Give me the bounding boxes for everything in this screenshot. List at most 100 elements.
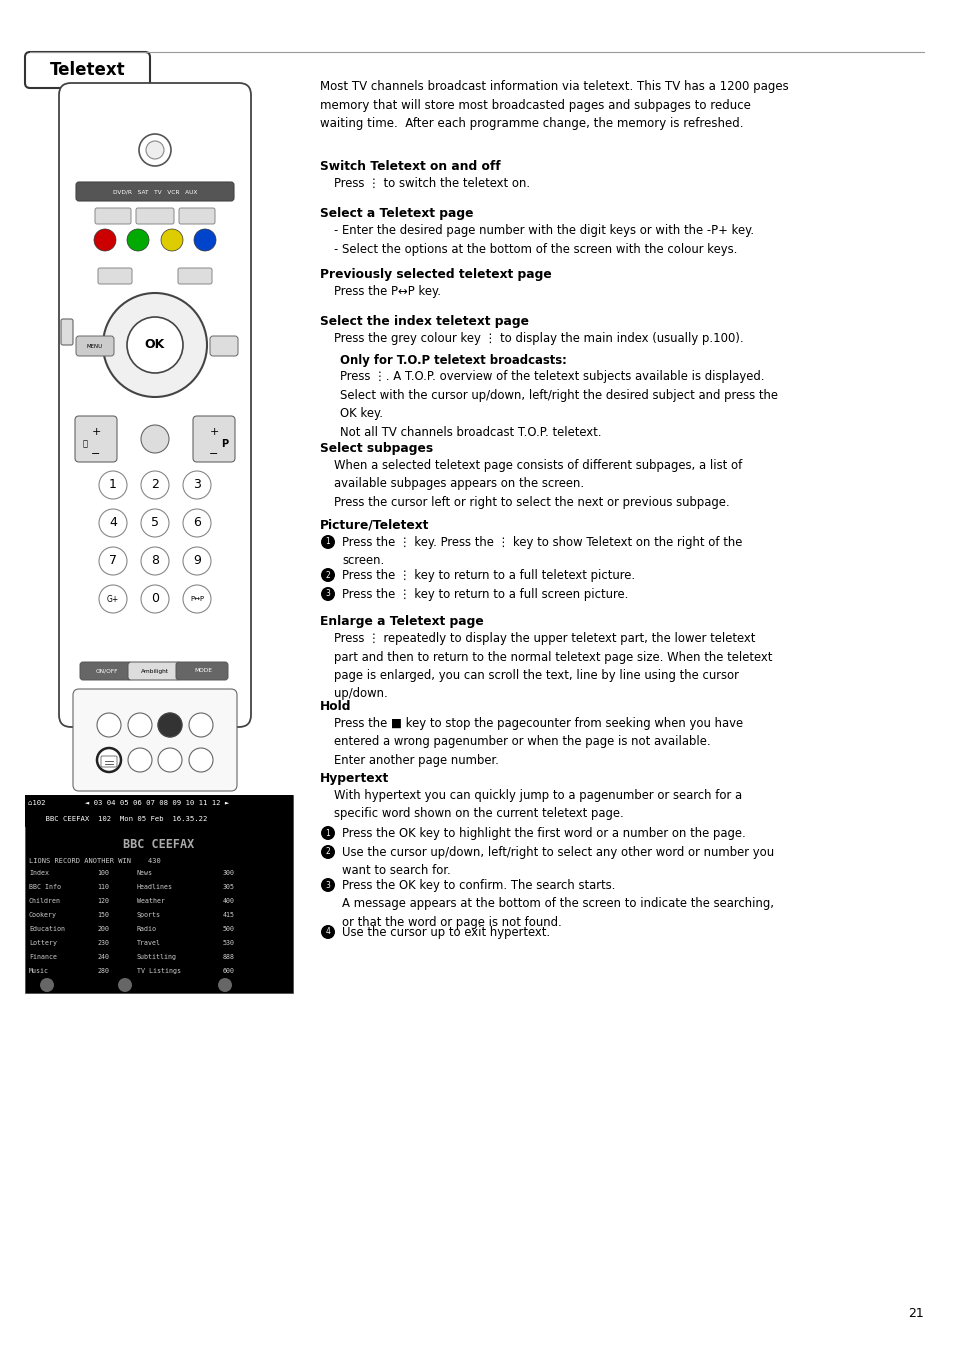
Text: Teletext: Teletext <box>51 61 126 78</box>
Circle shape <box>320 844 335 859</box>
FancyBboxPatch shape <box>179 208 214 224</box>
Text: +: + <box>209 427 218 436</box>
FancyBboxPatch shape <box>128 662 180 680</box>
Circle shape <box>97 713 121 738</box>
Text: 305: 305 <box>223 884 234 890</box>
Circle shape <box>189 713 213 738</box>
Text: Press the ■ key to stop the pagecounter from seeking when you have
entered a wro: Press the ■ key to stop the pagecounter … <box>334 717 742 767</box>
Text: OK: OK <box>145 339 165 351</box>
Text: MENU: MENU <box>87 343 103 349</box>
Text: 110: 110 <box>97 884 109 890</box>
Text: DVD/R   SAT   TV   VCR   AUX: DVD/R SAT TV VCR AUX <box>112 189 197 195</box>
FancyBboxPatch shape <box>76 182 233 201</box>
Bar <box>25 794 293 993</box>
Text: Press the grey colour key ⋮ to display the main index (usually p.100).: Press the grey colour key ⋮ to display t… <box>334 332 742 345</box>
Circle shape <box>141 509 169 536</box>
Text: G+: G+ <box>107 594 119 604</box>
Text: MODE: MODE <box>193 669 212 674</box>
Text: - Enter the desired page number with the digit keys or with the -P+ key.
- Selec: - Enter the desired page number with the… <box>334 224 753 255</box>
Text: Ambilight: Ambilight <box>141 669 169 674</box>
Text: 21: 21 <box>907 1306 923 1320</box>
Text: Hypertext: Hypertext <box>319 771 389 785</box>
Text: Subtitling: Subtitling <box>137 954 177 961</box>
Circle shape <box>103 293 207 397</box>
Bar <box>25 794 293 811</box>
Text: 1: 1 <box>325 538 330 547</box>
FancyBboxPatch shape <box>76 336 113 357</box>
Text: Previously selected teletext page: Previously selected teletext page <box>319 267 551 281</box>
Text: 0: 0 <box>151 593 159 605</box>
Text: 8: 8 <box>151 554 159 567</box>
Text: Finance: Finance <box>29 954 57 961</box>
Text: ⌂102         ◄ 03 04 05 06 07 08 09 10 11 12 ►: ⌂102 ◄ 03 04 05 06 07 08 09 10 11 12 ► <box>28 800 229 807</box>
Text: Press the ⋮ key to return to a full screen picture.: Press the ⋮ key to return to a full scre… <box>341 588 628 601</box>
Circle shape <box>183 585 211 613</box>
Text: Radio: Radio <box>137 925 157 932</box>
Text: 500: 500 <box>223 925 234 932</box>
Text: 3: 3 <box>325 589 330 598</box>
Text: 280: 280 <box>97 969 109 974</box>
Circle shape <box>139 134 171 166</box>
Circle shape <box>320 825 335 840</box>
Circle shape <box>141 426 169 453</box>
Text: 400: 400 <box>223 898 234 904</box>
FancyBboxPatch shape <box>178 267 212 284</box>
FancyBboxPatch shape <box>95 208 131 224</box>
FancyBboxPatch shape <box>61 319 73 345</box>
Circle shape <box>127 317 183 373</box>
FancyBboxPatch shape <box>101 757 117 767</box>
Text: BBC Info: BBC Info <box>29 884 61 890</box>
Text: Music: Music <box>29 969 49 974</box>
Circle shape <box>320 535 335 549</box>
Circle shape <box>141 547 169 576</box>
Text: 100: 100 <box>97 870 109 875</box>
Text: 300: 300 <box>223 870 234 875</box>
Text: Weather: Weather <box>137 898 165 904</box>
Text: Press the P↔P key.: Press the P↔P key. <box>334 285 440 299</box>
Text: 9: 9 <box>193 554 201 567</box>
Text: Press ⋮ to switch the teletext on.: Press ⋮ to switch the teletext on. <box>334 177 530 190</box>
Circle shape <box>99 547 127 576</box>
Text: LIONS RECORD ANOTHER WIN    430: LIONS RECORD ANOTHER WIN 430 <box>29 858 161 865</box>
Circle shape <box>141 471 169 499</box>
Text: 3: 3 <box>325 881 330 889</box>
Text: +: + <box>91 427 101 436</box>
Text: Press the ⋮ key. Press the ⋮ key to show Teletext on the right of the
screen.: Press the ⋮ key. Press the ⋮ key to show… <box>341 536 741 567</box>
Bar <box>25 811 293 827</box>
Text: 888: 888 <box>223 954 234 961</box>
Text: Lottery: Lottery <box>29 940 57 946</box>
Text: 200: 200 <box>97 925 109 932</box>
Text: 4: 4 <box>109 516 117 530</box>
Text: 600: 600 <box>223 969 234 974</box>
Text: 2: 2 <box>325 570 330 580</box>
FancyBboxPatch shape <box>175 662 228 680</box>
Circle shape <box>158 748 182 771</box>
Circle shape <box>320 567 335 582</box>
FancyBboxPatch shape <box>75 416 117 462</box>
Text: Use the cursor up/down, left/right to select any other word or number you
want t: Use the cursor up/down, left/right to se… <box>341 846 773 878</box>
Circle shape <box>183 547 211 576</box>
Text: 120: 120 <box>97 898 109 904</box>
Circle shape <box>158 713 182 738</box>
Text: 2: 2 <box>325 847 330 857</box>
Text: Press the OK key to confirm. The search starts.
A message appears at the bottom : Press the OK key to confirm. The search … <box>341 880 773 929</box>
Text: News: News <box>137 870 152 875</box>
Text: BBC CEEFAX: BBC CEEFAX <box>123 839 194 851</box>
Text: Only for T.O.P teletext broadcasts:: Only for T.O.P teletext broadcasts: <box>339 354 566 367</box>
Text: Switch Teletext on and off: Switch Teletext on and off <box>319 159 500 173</box>
Text: TV Listings: TV Listings <box>137 969 181 974</box>
Circle shape <box>161 230 183 251</box>
Circle shape <box>127 230 149 251</box>
Circle shape <box>128 713 152 738</box>
Text: Sports: Sports <box>137 912 161 917</box>
Circle shape <box>320 925 335 939</box>
Text: 240: 240 <box>97 954 109 961</box>
Circle shape <box>189 748 213 771</box>
Text: 150: 150 <box>97 912 109 917</box>
Text: 415: 415 <box>223 912 234 917</box>
Text: Press ⋮. A T.O.P. overview of the teletext subjects available is displayed.
Sele: Press ⋮. A T.O.P. overview of the telete… <box>339 370 778 439</box>
Text: Hold: Hold <box>319 700 351 713</box>
Text: Press the OK key to highlight the first word or a number on the page.: Press the OK key to highlight the first … <box>341 827 745 840</box>
Circle shape <box>320 878 335 892</box>
Circle shape <box>146 141 164 159</box>
